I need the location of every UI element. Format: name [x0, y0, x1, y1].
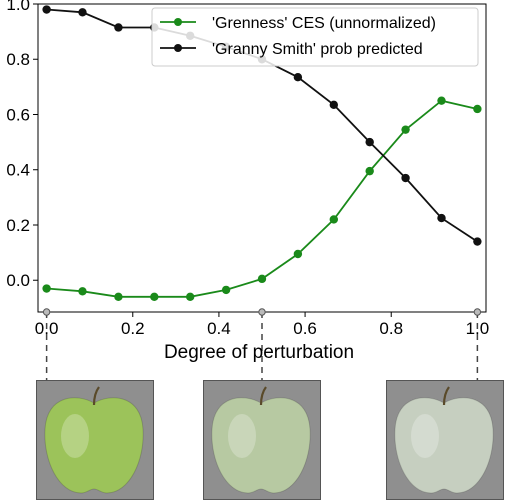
data-point — [365, 166, 374, 176]
x-tick-label: 0.6 — [293, 319, 317, 338]
data-point — [221, 285, 231, 295]
data-point — [114, 292, 123, 302]
apple-stem — [92, 386, 100, 406]
perturbation-marker — [473, 308, 482, 316]
apple-highlight — [228, 414, 256, 458]
apple-image — [44, 386, 144, 494]
y-tick-label: 0.2 — [6, 216, 30, 235]
y-tick-label: 0.8 — [6, 50, 30, 69]
legend-box — [151, 7, 479, 67]
data-point — [473, 237, 482, 246]
apple-thumbnail-half-perturbed — [203, 380, 321, 500]
legend-marker-grenness — [174, 18, 182, 26]
apple-stem — [259, 386, 267, 406]
x-axis: 0.0 0.2 0.4 0.6 0.8 1.0 — [35, 312, 489, 338]
apple-highlight — [61, 414, 89, 458]
data-point — [257, 274, 267, 284]
data-point — [401, 173, 410, 183]
apple-image — [211, 386, 311, 494]
perturbation-marker — [42, 308, 51, 316]
apple-body — [211, 397, 311, 494]
x-tick-label: 0.4 — [207, 319, 231, 338]
y-tick-label: 1.0 — [6, 0, 30, 14]
data-point — [437, 213, 446, 223]
data-point — [42, 284, 51, 293]
data-point — [78, 287, 87, 296]
legend-label-grenness: 'Grenness' CES (unnormalized) — [212, 15, 436, 32]
data-point — [150, 292, 159, 302]
data-point — [293, 73, 303, 82]
data-point — [437, 96, 446, 105]
data-point — [473, 104, 482, 114]
data-point — [401, 125, 410, 134]
data-point — [329, 215, 339, 224]
legend: 'Grenness' CES (unnormalized) 'Granny Sm… — [151, 7, 479, 67]
data-point — [329, 100, 339, 110]
apple-thumbnail-original — [36, 380, 154, 500]
data-point — [293, 249, 303, 259]
apple-body — [394, 397, 494, 494]
apple-image — [394, 386, 494, 494]
y-tick-label: 0.4 — [6, 161, 30, 180]
legend-label-granny-smith: 'Granny Smith' prob predicted — [212, 41, 423, 58]
data-point — [78, 8, 87, 17]
apple-body — [44, 397, 144, 494]
data-point — [185, 292, 195, 302]
y-tick-label: 0.6 — [6, 105, 30, 124]
apple-thumbnail-fully-perturbed — [386, 380, 504, 500]
x-tick-label: 0.8 — [379, 319, 403, 338]
legend-marker-granny-smith — [174, 44, 182, 52]
y-tick-label: 0.0 — [6, 271, 30, 290]
perturbation-marker — [258, 308, 266, 316]
x-axis-label: Degree of perturbation — [164, 342, 354, 363]
series-line-0 — [46, 99, 478, 298]
y-axis: 0.0 0.2 0.4 0.6 0.8 1.0 — [6, 0, 38, 290]
apple-highlight — [411, 414, 439, 458]
x-tick-label: 0.2 — [121, 319, 145, 338]
perturbation-connectors — [42, 308, 482, 380]
data-point — [42, 5, 51, 14]
apple-stem — [442, 386, 450, 406]
data-point — [365, 137, 374, 147]
data-point — [114, 23, 123, 32]
